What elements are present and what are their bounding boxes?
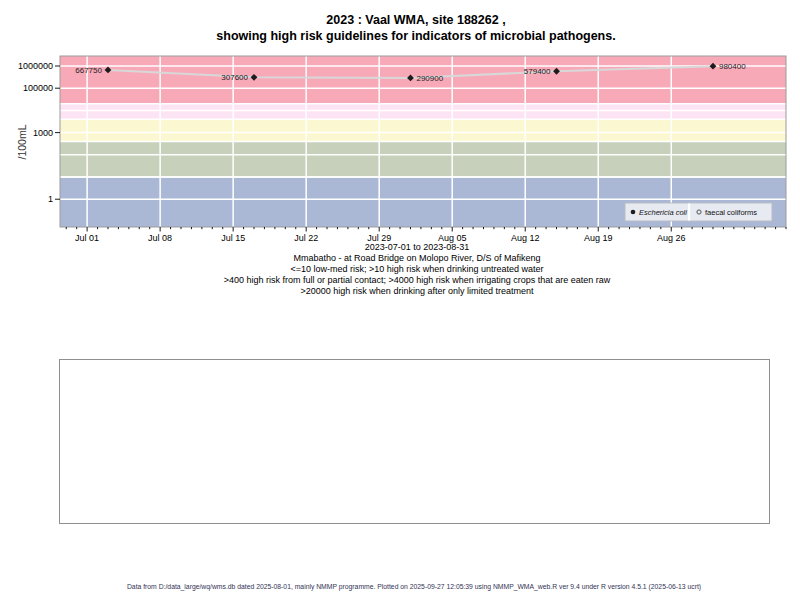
legend-marker-filled (631, 210, 636, 215)
caption-block: 2023-07-01 to 2023-08-31 Mmabatho - at R… (34, 242, 800, 297)
data-point-label: 290900 (416, 74, 443, 83)
data-point-label: 667750 (75, 66, 102, 75)
data-point-label: 307600 (221, 73, 248, 82)
x-tick-label: Jul 22 (294, 233, 318, 243)
y-tick-label: 1 (48, 194, 53, 204)
legend-label-2: faecal coliforms (705, 208, 757, 217)
empty-panel (59, 359, 770, 524)
caption-date-range: 2023-07-01 to 2023-08-31 (34, 242, 800, 253)
x-tick-label: Aug 12 (511, 233, 540, 243)
footer-text: Data from D:/data_large/wq/wms.db dated … (0, 583, 800, 590)
caption-guideline-3: >20000 high risk when drinking after onl… (34, 286, 800, 297)
plot-window: 2023 : Vaal WMA, site 188262 , showing h… (0, 0, 800, 600)
x-tick-label: Aug 05 (438, 233, 467, 243)
data-point-label: 579400 (524, 67, 551, 76)
y-axis: 1000000 100000 1000 1/100mL (16, 61, 60, 204)
legend-label-1: Eschericia coli (639, 208, 687, 217)
chart-legend: Eschericia coli faecal coliforms (625, 203, 772, 221)
y-tick-label: 100000 (23, 83, 53, 93)
x-tick-label: Jul 08 (148, 233, 172, 243)
x-tick-label: Aug 19 (584, 233, 613, 243)
x-axis: Jul 01 Jul 08 Jul 15 Jul 22 Jul 29 Aug 05 Aug … (66, 227, 786, 243)
x-tick-label: Jul 01 (75, 233, 99, 243)
caption-guideline-2: >400 high risk from full or partial cont… (34, 275, 800, 286)
x-tick-label: Aug 26 (657, 233, 686, 243)
caption-site: Mmabatho - at Road Bridge on Molopo Rive… (34, 253, 800, 264)
x-tick-label: Jul 29 (367, 233, 391, 243)
y-tick-label: 1000 (33, 128, 53, 138)
x-tick-label: Jul 15 (221, 233, 245, 243)
caption-guideline-1: <=10 low-med risk; >10 high risk when dr… (34, 264, 800, 275)
data-point-label: 980400 (719, 62, 746, 71)
y-tick-label: 1000000 (18, 61, 53, 71)
y-axis-label: /100mL (16, 124, 28, 159)
